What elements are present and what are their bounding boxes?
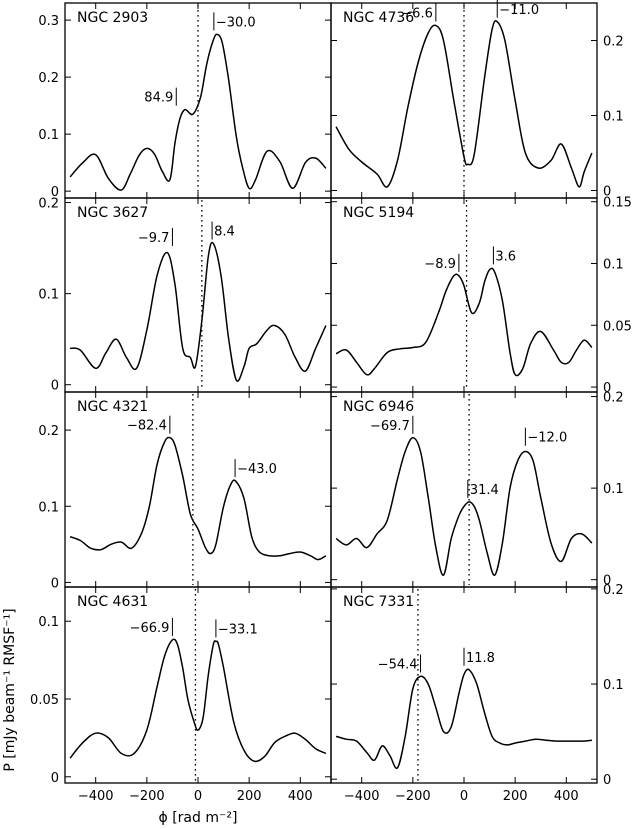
y-tick-label: 0.2 (38, 424, 59, 439)
y-tick-label: 0.1 (603, 678, 624, 693)
panels-layer: 0 0.1 0.2 0.3 84.9 −30.0 NGC 2903 0 0.1 0.2 −6.6 −1… (30, 0, 632, 804)
x-tick-label: 0 (460, 789, 468, 804)
peak-label: −8.9 (424, 257, 456, 272)
peak-label: −6.6 (401, 7, 433, 22)
panel-ngc-6946: 0 0.1 0.2 −69.7 31.4 −12.0 NGC 6946 (330, 391, 624, 589)
rmsf-curve (69, 436, 327, 561)
y-tick-label: 0 (603, 773, 611, 788)
y-tick-label: 0 (51, 771, 59, 786)
panel-frame (330, 197, 598, 393)
y-tick-label: 0.05 (30, 693, 59, 708)
peak-label: −30.0 (216, 15, 256, 30)
rmsf-curve (335, 267, 593, 377)
panel-ngc-2903: 0 0.1 0.2 0.3 84.9 −30.0 NGC 2903 (38, 2, 332, 200)
x-tick-label: −400 (344, 789, 380, 804)
y-tick-label: 0.2 (38, 197, 59, 212)
panel-ngc-4736: 0 0.1 0.2 −6.6 −11.0 NGC 4736 (330, 0, 624, 200)
y-tick-label: 0.2 (603, 391, 624, 406)
panel-title: NGC 3627 (77, 205, 148, 221)
rmsf-curve (335, 668, 592, 770)
y-tick-label: 0.1 (38, 500, 59, 515)
panel-title: NGC 4736 (343, 10, 414, 26)
y-tick-label: 0 (51, 185, 59, 200)
y-tick-label: 0.05 (603, 319, 632, 334)
x-tick-label: 400 (288, 789, 313, 804)
panel-frame (64, 391, 332, 588)
peak-label: −69.7 (370, 419, 410, 434)
x-tick-label: −200 (395, 789, 431, 804)
panel-frame (330, 586, 598, 784)
y-tick-label: 0.1 (603, 110, 624, 125)
panel-ngc-3627: 0 0.1 0.2 −9.7 8.4 NGC 3627 (38, 197, 332, 394)
panel-frame (64, 586, 332, 784)
y-tick-label: 0 (603, 574, 611, 589)
peak-label: 11.8 (466, 651, 495, 666)
rmsf-curve (69, 241, 327, 382)
peak-label: 8.4 (214, 225, 235, 240)
y-tick-label: 0 (51, 379, 59, 394)
y-tick-label: 0.1 (38, 615, 59, 630)
panel-title: NGC 4631 (77, 594, 148, 610)
peak-label: −66.9 (130, 621, 170, 636)
peak-label: −12.0 (527, 431, 567, 446)
y-tick-label: 0 (51, 576, 59, 591)
x-tick-label: 200 (503, 789, 528, 804)
peak-label: 31.4 (470, 483, 499, 498)
panel-ngc-4321: 0 0.1 0.2 −82.4 −43.0 NGC 4321 (38, 391, 332, 591)
x-tick-label: −400 (78, 789, 114, 804)
panel-ngc-5194: 0 0.05 0.1 0.15 −8.9 3.6 NGC 5194 (330, 196, 632, 396)
panel-title: NGC 5194 (343, 205, 414, 221)
rmsf-curve (335, 437, 593, 576)
x-tick-label: 0 (194, 789, 202, 804)
y-tick-label: 0.15 (603, 196, 632, 211)
y-tick-label: 0.2 (603, 583, 624, 598)
peak-label: 84.9 (144, 91, 173, 106)
panel-title: NGC 7331 (343, 594, 414, 610)
x-tick-label: −200 (129, 789, 165, 804)
panel-ngc-7331: −400 −200 0 200 400 0 0.1 0.2 −54.4 11.8 NGC 7331 (330, 583, 624, 804)
y-tick-label: 0.2 (603, 35, 624, 50)
peak-label: −9.7 (138, 231, 170, 246)
rmsf-curve (335, 20, 593, 188)
y-tick-label: 0.3 (38, 14, 59, 29)
peak-label: −82.4 (127, 419, 167, 434)
y-tick-label: 0.1 (38, 288, 59, 303)
peak-label: −11.0 (499, 3, 539, 18)
y-axis-title: P [mJy beam⁻¹ RMSF⁻¹] (2, 608, 18, 771)
rmsf-curve (69, 33, 327, 191)
peak-label: 3.6 (495, 249, 516, 264)
x-tick-label: 200 (237, 789, 262, 804)
peak-label: −33.1 (218, 622, 258, 637)
panel-title: NGC 6946 (343, 399, 414, 415)
y-tick-label: 0.1 (603, 257, 624, 272)
panel-title: NGC 2903 (77, 10, 148, 26)
x-axis-title: ϕ [rad m⁻²] (159, 810, 238, 826)
rmsf-curve (69, 638, 327, 763)
y-tick-label: 0.1 (38, 128, 59, 143)
panel-title: NGC 4321 (77, 399, 148, 415)
peak-label: −43.0 (237, 462, 277, 477)
panel-ngc-4631: −400 −200 0 200 400 0 0.05 0.1 −66.9 −33.1 NGC 463… (30, 586, 332, 804)
peak-label: −54.4 (378, 657, 418, 672)
y-tick-label: 0.1 (603, 482, 624, 497)
panel-frame (64, 197, 332, 393)
y-tick-label: 0 (603, 381, 611, 396)
y-tick-label: 0 (603, 185, 611, 200)
x-tick-label: 400 (554, 789, 579, 804)
y-tick-label: 0.2 (38, 71, 59, 86)
